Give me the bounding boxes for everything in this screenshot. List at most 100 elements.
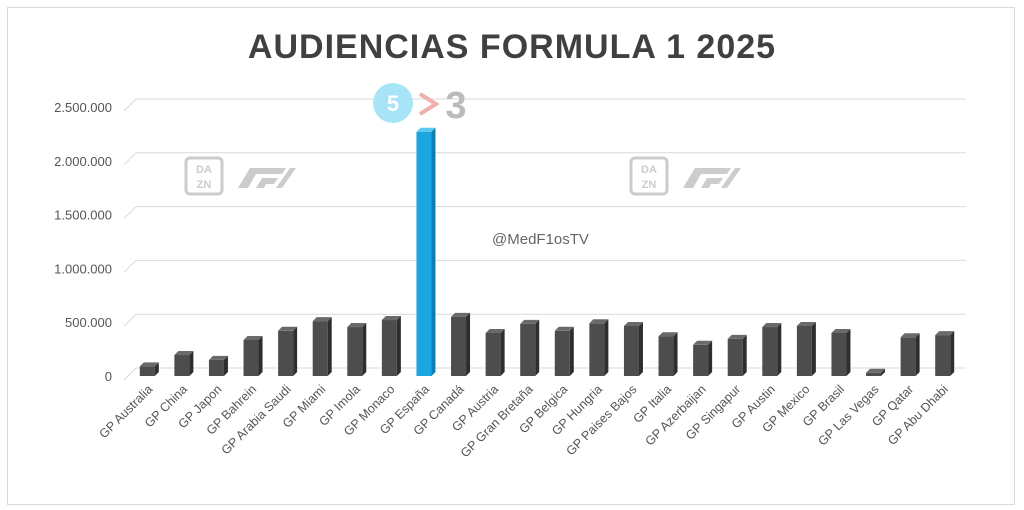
bar-side	[362, 323, 367, 376]
bar-top	[900, 333, 920, 338]
bar	[208, 359, 224, 376]
bar-top	[623, 321, 643, 326]
bar-top	[347, 323, 367, 328]
bar-top	[693, 340, 713, 345]
bar-top	[485, 328, 505, 333]
bar	[520, 323, 536, 376]
bar	[278, 330, 294, 376]
bar-top	[416, 127, 436, 132]
bar-top	[139, 362, 159, 367]
bar	[416, 131, 432, 376]
bar-side	[396, 316, 401, 376]
bar-side	[881, 368, 886, 376]
bar-side	[569, 326, 574, 376]
bar-top	[312, 317, 332, 322]
gridline-depth	[123, 260, 137, 273]
y-tick-label: 0	[105, 369, 112, 384]
bar-side	[293, 326, 298, 376]
dazn-logo-text: DA	[641, 164, 657, 176]
bar-top	[278, 326, 298, 331]
bar	[658, 336, 674, 376]
dazn-logo-icon	[629, 156, 669, 196]
y-tick-label: 500.000	[65, 315, 112, 330]
f1-logo-icon	[683, 168, 741, 188]
channel-five-logo-text: 5	[387, 91, 399, 116]
bar-top	[935, 331, 955, 336]
y-tick-label: 2.000.000	[54, 154, 112, 169]
channel-three-logo-text: 3	[445, 85, 466, 127]
bar-side	[846, 328, 851, 376]
bar-side	[742, 334, 747, 376]
bar-top	[243, 335, 263, 340]
bar-top	[866, 368, 886, 373]
gridline-depth	[123, 313, 137, 327]
bar-side	[811, 321, 816, 376]
channel-three-arrow-icon	[418, 92, 440, 116]
bar-side	[708, 340, 713, 376]
bar-top	[208, 355, 228, 360]
dazn-logo-text: ZN	[642, 179, 657, 191]
bar	[623, 325, 639, 376]
bar	[451, 316, 467, 376]
bar	[485, 332, 501, 376]
gridline-depth	[123, 98, 137, 112]
y-tick-label: 2.500.000	[54, 100, 112, 115]
y-tick-label: 1.500.000	[54, 208, 112, 223]
bar	[554, 330, 570, 376]
bar-top	[589, 319, 609, 324]
bar-top	[520, 319, 540, 324]
dazn-logo-text: DA	[196, 164, 212, 176]
bar	[796, 325, 812, 376]
x-tick-label: GP Abu Dhabi	[885, 382, 951, 448]
bar-top	[796, 321, 816, 326]
gridline-depth	[123, 152, 137, 166]
gridline-depth	[123, 367, 137, 381]
bar-side	[915, 333, 920, 376]
bar-top	[727, 334, 747, 339]
bar-top	[381, 316, 401, 321]
bar	[693, 344, 709, 376]
y-tick-label: 1.000.000	[54, 261, 112, 276]
chart-title: AUDIENCIAS FORMULA 1 2025	[247, 28, 777, 66]
watermark-text: @MedF1osTV	[492, 231, 589, 248]
bar-side	[500, 328, 505, 376]
bar-side	[258, 335, 263, 376]
bar-top	[174, 351, 194, 356]
bar	[139, 366, 155, 376]
bar-top	[451, 312, 471, 317]
bar	[243, 339, 259, 376]
x-tick-label: GP Azerbaijan	[642, 382, 708, 448]
bar-side	[154, 362, 159, 376]
bar-side	[673, 332, 678, 376]
bar	[312, 321, 328, 376]
bar-side	[327, 317, 332, 376]
bar-side	[431, 127, 436, 376]
bar	[935, 335, 951, 376]
bar	[831, 332, 847, 376]
bar	[174, 355, 190, 376]
bar	[381, 320, 397, 376]
bar-side	[189, 351, 194, 376]
bar	[347, 327, 363, 376]
bar-top	[762, 323, 782, 328]
bar	[866, 372, 882, 376]
bar-top	[831, 328, 851, 333]
bar-side	[638, 321, 643, 376]
dazn-logo-text: ZN	[197, 179, 212, 191]
bar-side	[223, 355, 228, 376]
bar-top	[658, 332, 678, 337]
x-tick-label: GP Australia	[97, 382, 156, 441]
channel-five-logo-icon	[373, 83, 413, 123]
bar	[762, 327, 778, 376]
x-tick-label: GP Las Vegas	[815, 382, 881, 448]
bar-side	[777, 323, 782, 376]
chart-frame	[7, 7, 1015, 505]
f1-logo-icon	[238, 168, 296, 188]
bar	[589, 323, 605, 376]
gridline-depth	[123, 206, 137, 219]
bar-side	[950, 331, 955, 376]
bar-top	[554, 326, 574, 331]
bar	[727, 338, 743, 376]
bar-side	[604, 319, 609, 376]
